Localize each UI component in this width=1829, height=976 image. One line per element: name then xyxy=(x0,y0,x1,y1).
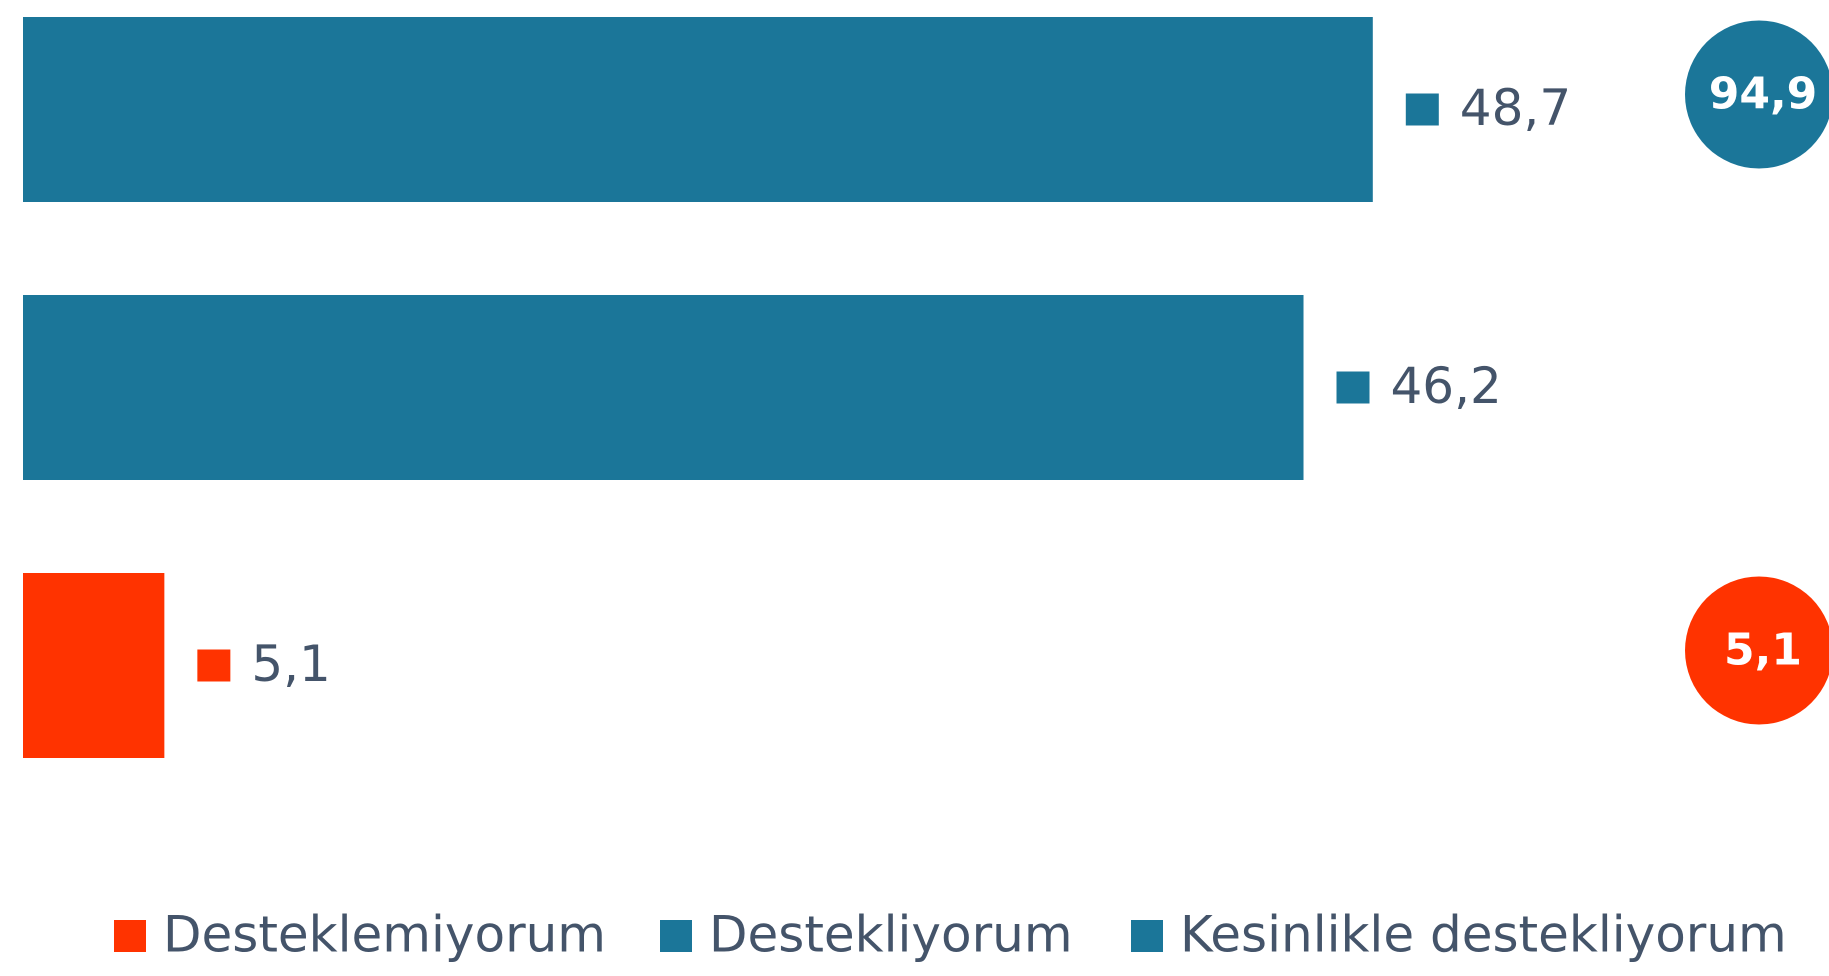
label-swatch xyxy=(1336,371,1370,404)
label-swatch xyxy=(1405,93,1439,126)
total-label: 94,9 xyxy=(1709,69,1818,120)
label-swatch xyxy=(197,649,231,682)
legend-label: Desteklemiyorum xyxy=(163,906,606,964)
legend-swatch xyxy=(1131,920,1163,952)
bar xyxy=(23,17,1373,202)
legend-swatch xyxy=(660,920,692,952)
legend-label: Destekliyorum xyxy=(709,906,1073,964)
bar xyxy=(23,573,165,758)
legend-swatch xyxy=(114,920,146,952)
value-label: 5,1 xyxy=(251,635,331,693)
value-label: 46,2 xyxy=(1391,357,1502,415)
total-label: 5,1 xyxy=(1724,625,1802,676)
legend-label: Kesinlikle destekliyorum xyxy=(1180,906,1787,964)
total-circle xyxy=(1685,576,1829,725)
bar xyxy=(23,295,1304,480)
total-circle xyxy=(1685,20,1829,169)
value-label: 48,7 xyxy=(1460,79,1571,137)
